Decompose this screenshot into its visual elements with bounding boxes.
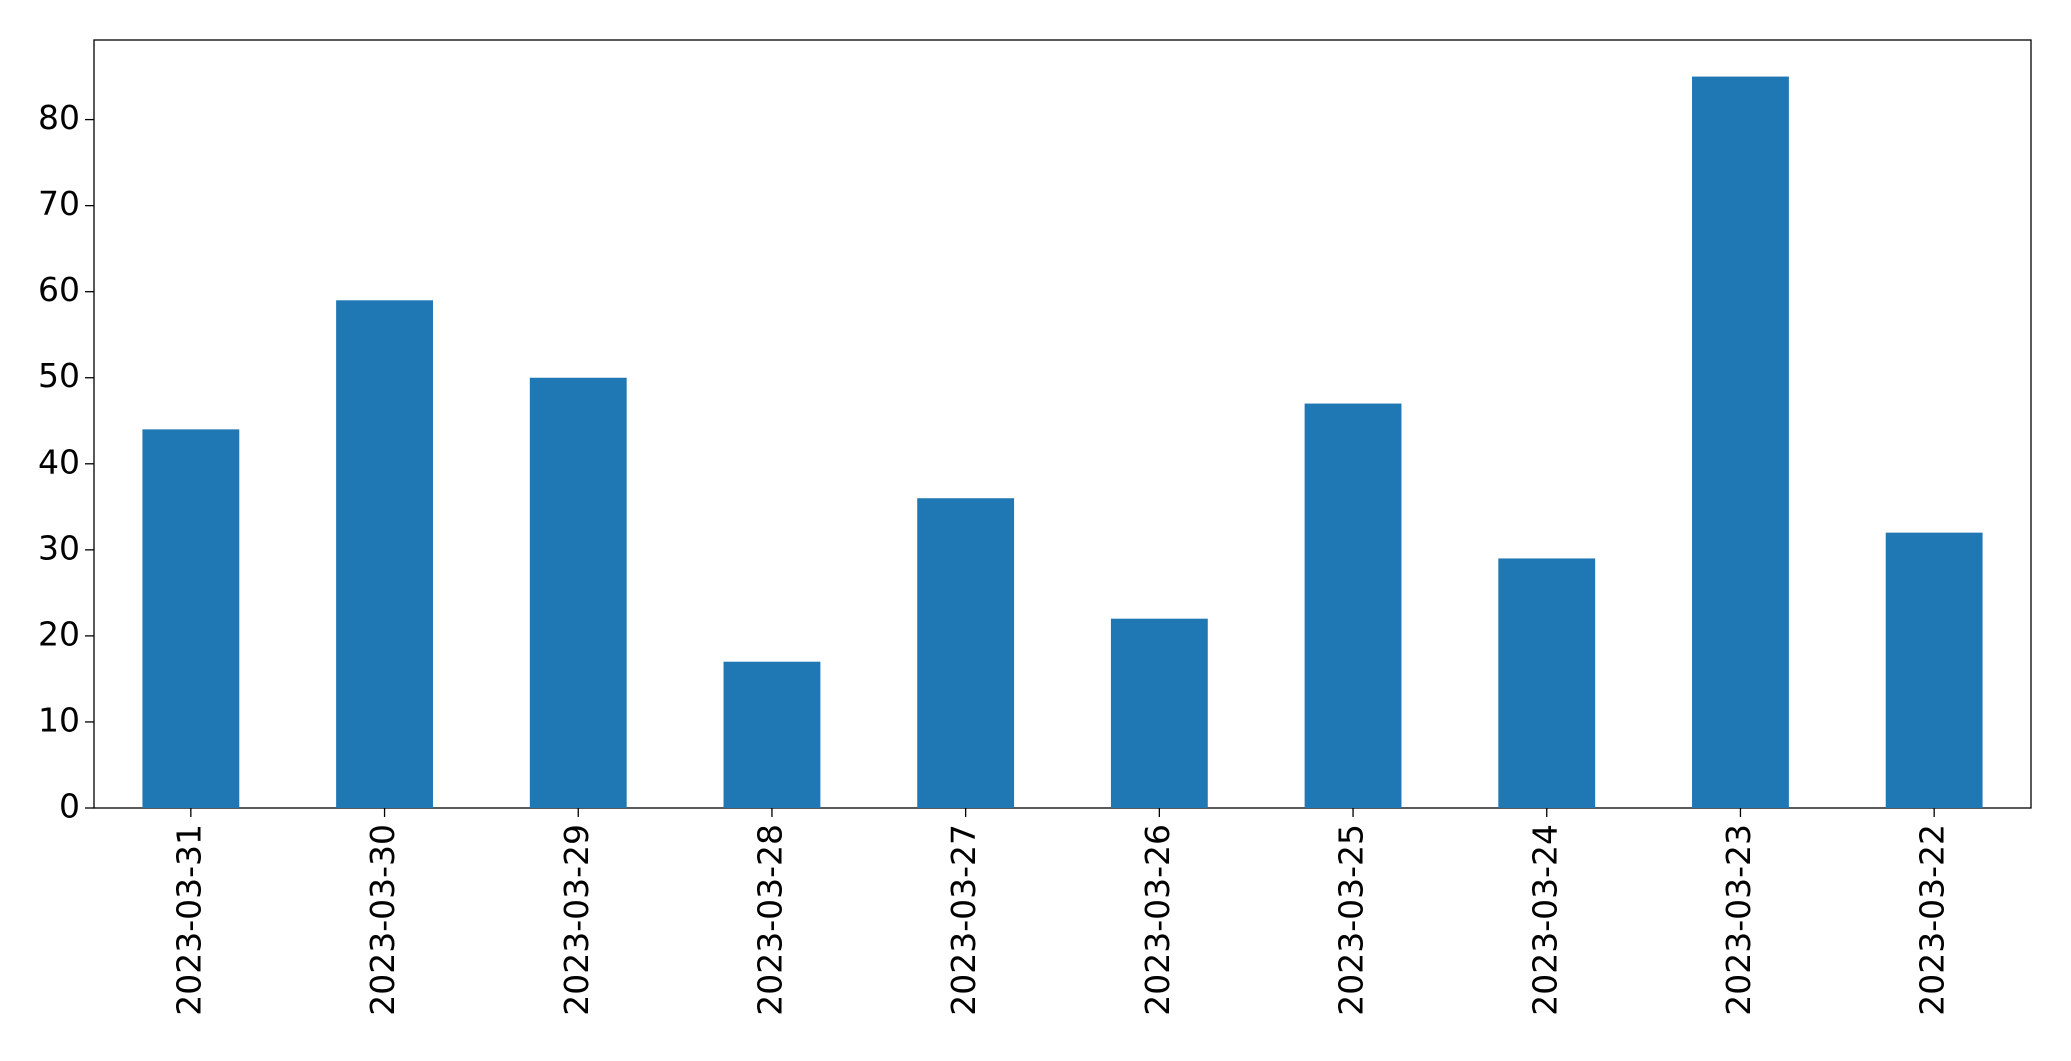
bar (1110, 618, 1208, 808)
x-tick-label: 2023-03-25 (1332, 824, 1371, 1016)
bar (1304, 403, 1402, 808)
bar (723, 661, 821, 808)
y-tick-label: 30 (38, 528, 80, 567)
bar (336, 300, 433, 808)
x-tick-label: 2023-03-31 (169, 824, 208, 1016)
y-tick-label: 70 (38, 184, 80, 223)
y-tick-label: 50 (38, 356, 80, 395)
y-tick-label: 80 (38, 98, 80, 137)
x-tick-label: 2023-03-29 (557, 824, 596, 1016)
bar (142, 429, 240, 808)
x-tick-label: 2023-03-23 (1719, 824, 1758, 1016)
y-tick-label: 60 (38, 270, 80, 309)
x-tick-label: 2023-03-28 (750, 824, 789, 1016)
bar (1692, 76, 1789, 809)
y-tick-label: 0 (59, 787, 80, 826)
x-tick-label: 2023-03-26 (1138, 824, 1177, 1016)
bar (1498, 558, 1596, 808)
y-tick-label: 20 (38, 614, 80, 653)
y-tick-label: 40 (38, 442, 80, 481)
x-tick-label: 2023-03-30 (363, 824, 402, 1016)
y-tick-label: 10 (38, 700, 80, 739)
bar (1885, 532, 1983, 808)
bar (529, 377, 627, 808)
plot-frame (93, 39, 2032, 809)
x-tick-label: 2023-03-22 (1913, 824, 1952, 1016)
bar (917, 498, 1015, 808)
x-tick-label: 2023-03-24 (1525, 824, 1564, 1016)
x-tick-label: 2023-03-27 (944, 824, 983, 1016)
